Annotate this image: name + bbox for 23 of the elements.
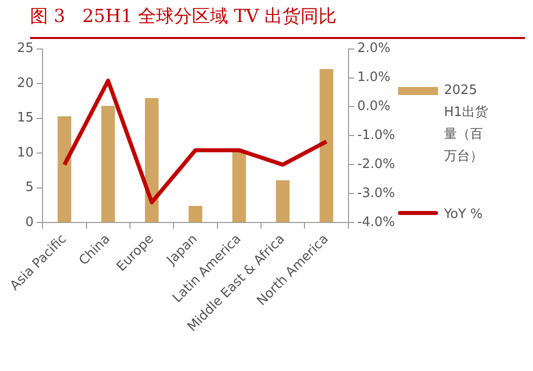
y2-tick-label: 0.0% [357,99,390,114]
y-tick-label: 5 [25,180,34,196]
chart-title: 图 3 25H1 全球分区域 TV 出货同比 [30,5,337,28]
y2-tick-label: 1.0% [357,70,390,86]
y-tick-label: 0 [25,214,34,230]
y2-tick-label: 2.0% [357,41,390,56]
bar [232,150,246,222]
bar [188,206,202,222]
bar [101,106,115,222]
legend-label: YoY % [444,206,484,224]
y-tick-label: 25 [17,41,34,56]
bar [320,68,334,222]
y-tick-label: 15 [17,110,34,126]
y2-tick-label: -3.0% [357,186,395,202]
legend-label: 2025 H1出货量（百万台） [444,82,490,166]
y2-tick-label: -1.0% [357,128,395,144]
y2-tick-label: -4.0% [357,214,395,230]
y-tick-label: 10 [17,145,34,160]
y2-tick-label: -2.0% [357,157,395,172]
bar [58,116,72,222]
bar [144,98,159,222]
y-tick-label: 20 [17,76,34,91]
bar [276,180,290,222]
